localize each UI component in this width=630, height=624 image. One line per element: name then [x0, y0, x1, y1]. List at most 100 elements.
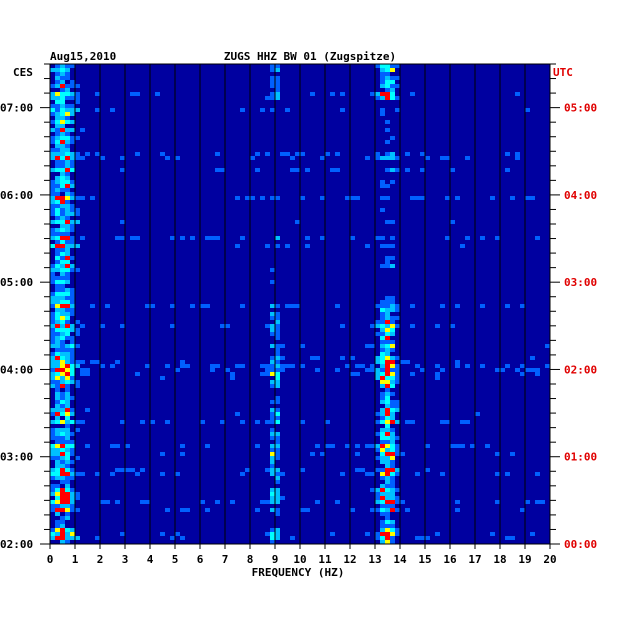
spectrogram-cell	[275, 412, 280, 416]
spectrogram-cell	[60, 188, 65, 192]
spectrogram-cell	[390, 488, 395, 492]
spectrogram-cell	[385, 436, 390, 440]
spectrogram-cell	[105, 304, 110, 308]
spectrogram-cell	[385, 500, 390, 504]
spectrogram-cell	[270, 356, 275, 360]
spectrogram-cell	[255, 508, 260, 512]
spectrogram-cell	[290, 156, 295, 160]
spectrogram-cell	[180, 452, 185, 456]
spectrogram-cell	[375, 96, 380, 100]
spectrogram-cell	[70, 204, 75, 208]
spectrogram-cell	[180, 236, 185, 240]
spectrogram-cell	[380, 300, 385, 304]
spectrogram-cell	[50, 92, 55, 96]
spectrogram-cell	[70, 344, 75, 348]
spectrogram-cell	[165, 156, 170, 160]
spectrogram-cell	[405, 420, 410, 424]
spectrogram-cell	[70, 208, 75, 212]
spectrogram-cell	[395, 528, 400, 532]
spectrogram-cell	[75, 420, 80, 424]
spectrogram-cell	[70, 360, 75, 364]
spectrogram-cell	[275, 68, 280, 72]
spectrogram-cell	[70, 488, 75, 492]
spectrogram-cell	[260, 372, 265, 376]
spectrogram-cell	[465, 156, 470, 160]
spectrogram-cell	[95, 92, 100, 96]
spectrogram-cell	[55, 92, 60, 96]
spectrogram-cell	[65, 484, 70, 488]
spectrogram-cell	[270, 328, 275, 332]
spectrogram-cell	[390, 468, 395, 472]
spectrogram-cell	[385, 340, 390, 344]
spectrogram-cell	[65, 280, 70, 284]
spectrogram-cell	[60, 400, 65, 404]
spectrogram-cell	[275, 416, 280, 420]
spectrogram-cell	[445, 196, 450, 200]
spectrogram-cell	[70, 228, 75, 232]
spectrogram-cell	[495, 472, 500, 476]
spectrogram-cell	[475, 412, 480, 416]
spectrogram-cell	[385, 456, 390, 460]
spectrogram-cell	[390, 360, 395, 364]
chart-title: ZUGS HHZ BW 01 (Zugspitze)	[224, 50, 396, 63]
spectrogram-cell	[415, 196, 420, 200]
spectrogram-cell	[60, 376, 65, 380]
spectrogram-cell	[300, 152, 305, 156]
spectrogram-cell	[50, 280, 55, 284]
spectrogram-cell	[70, 196, 75, 200]
spectrogram-cell	[415, 536, 420, 540]
spectrogram-cell	[390, 356, 395, 360]
spectrogram-cell	[50, 428, 55, 432]
spectrogram-cell	[70, 528, 75, 532]
spectrogram-cell	[530, 368, 535, 372]
spectrogram-cell	[390, 332, 395, 336]
spectrogram-cell	[60, 304, 65, 308]
spectrogram-cell	[55, 68, 60, 72]
spectrogram-cell	[380, 496, 385, 500]
spectrogram-cell	[250, 196, 255, 200]
spectrogram-cell	[290, 168, 295, 172]
spectrogram-cell	[65, 156, 70, 160]
spectrogram-cell	[380, 92, 385, 96]
spectrogram-cell	[395, 436, 400, 440]
spectrogram-cell	[100, 364, 105, 368]
spectrogram-cell	[275, 532, 280, 536]
spectrogram-cell	[90, 360, 95, 364]
spectrogram-cell	[70, 380, 75, 384]
spectrogram-cell	[65, 396, 70, 400]
spectrogram-cell	[55, 368, 60, 372]
x-tick-label: 12	[343, 553, 356, 566]
spectrogram-cell	[70, 328, 75, 332]
spectrogram-cell	[390, 508, 395, 512]
spectrogram-cell	[225, 368, 230, 372]
spectrogram-cell	[55, 408, 60, 412]
spectrogram-cell	[70, 96, 75, 100]
spectrogram-cell	[65, 344, 70, 348]
spectrogram-cell	[255, 168, 260, 172]
spectrogram-cell	[70, 264, 75, 268]
spectrogram-cell	[50, 336, 55, 340]
spectrogram-cell	[280, 472, 285, 476]
spectrogram-cell	[320, 156, 325, 160]
spectrogram-cell	[390, 412, 395, 416]
spectrogram-cell	[395, 308, 400, 312]
spectrogram-cell	[50, 504, 55, 508]
spectrogram-cell	[60, 168, 65, 172]
spectrogram-cell	[460, 420, 465, 424]
spectrogram-cell	[255, 444, 260, 448]
spectrogram-cell	[395, 448, 400, 452]
spectrogram-cell	[60, 280, 65, 284]
spectrogram-cell	[375, 412, 380, 416]
spectrogram-cell	[280, 364, 285, 368]
x-tick-label: 5	[172, 553, 179, 566]
spectrogram-cell	[420, 536, 425, 540]
spectrogram-cell	[385, 416, 390, 420]
spectrogram-cell	[385, 156, 390, 160]
right-tick-label: 01:00	[564, 451, 597, 464]
spectrogram-cell	[220, 420, 225, 424]
spectrogram-cell	[50, 360, 55, 364]
spectrogram-cell	[100, 324, 105, 328]
spectrogram-cell	[275, 452, 280, 456]
spectrogram-cell	[60, 236, 65, 240]
spectrogram-cell	[380, 108, 385, 112]
